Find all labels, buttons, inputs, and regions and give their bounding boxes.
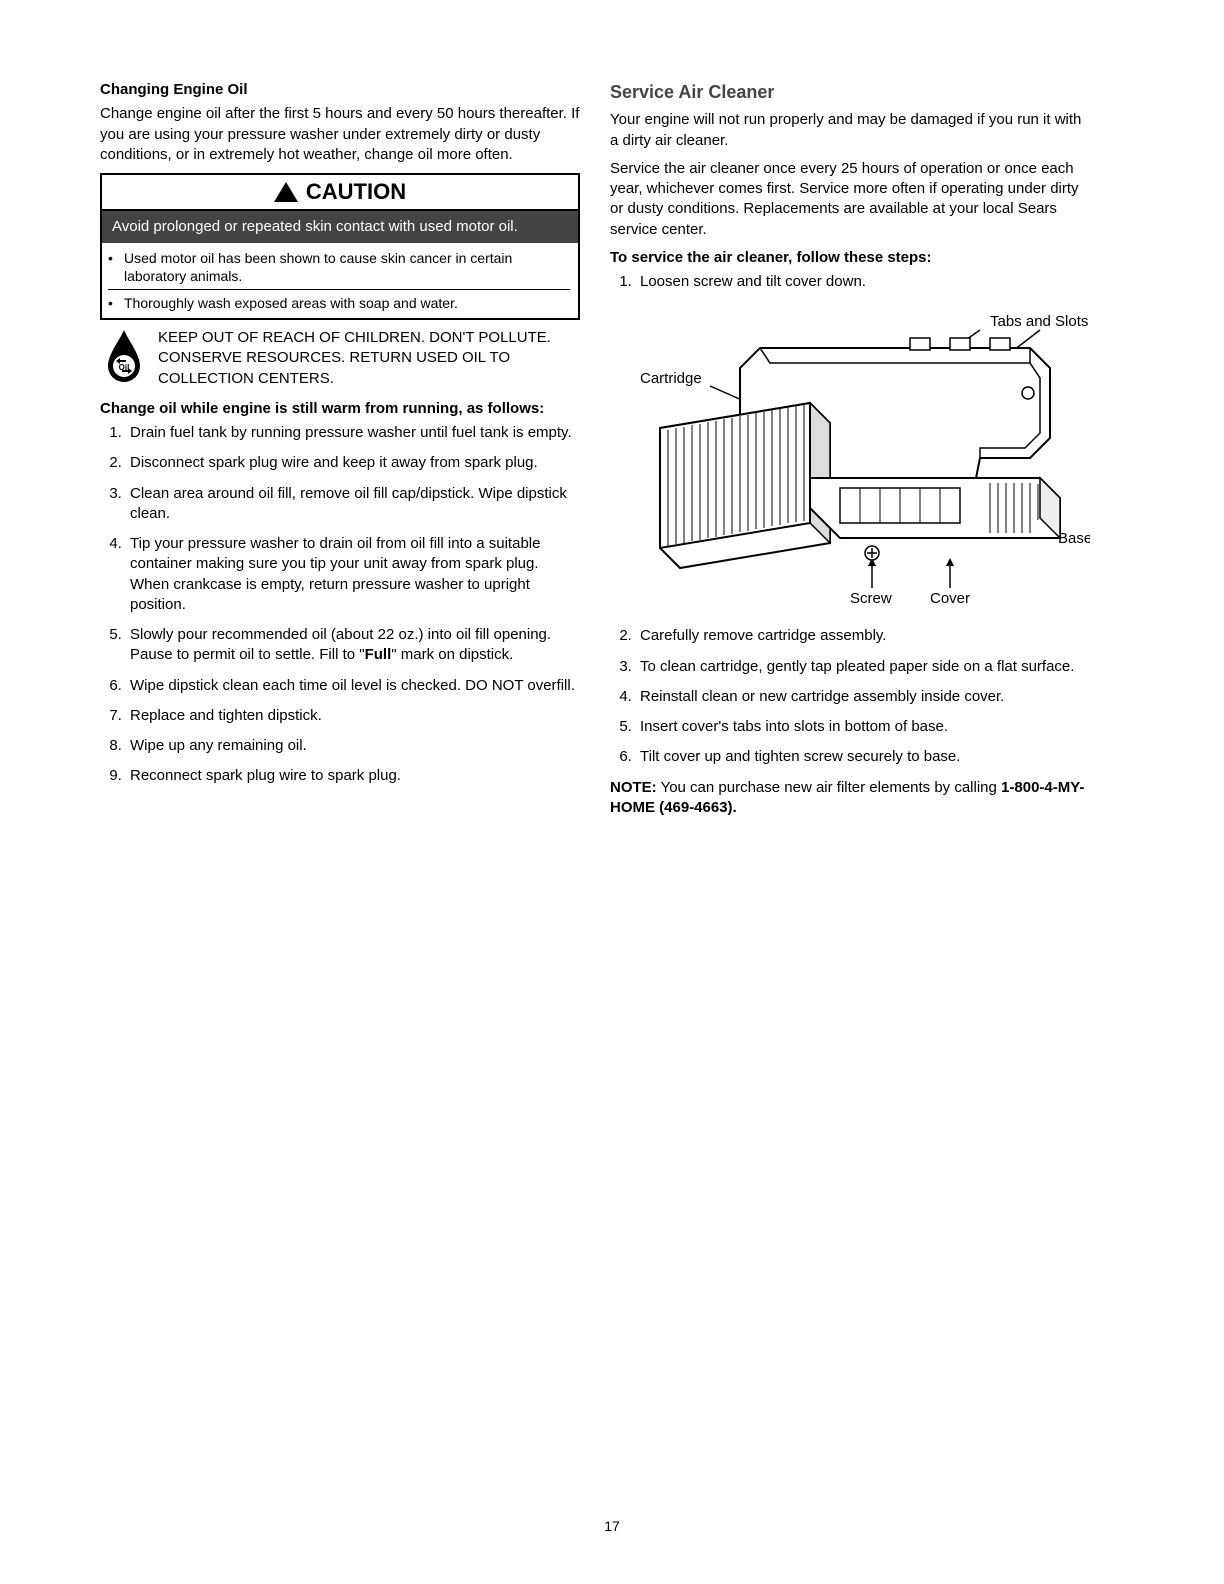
service-steps-heading: To service the air cleaner, follow these… bbox=[610, 248, 1090, 268]
caution-title: CAUTION bbox=[306, 179, 406, 205]
step: Insert cover's tabs into slots in bottom… bbox=[636, 717, 1090, 737]
page-number: 17 bbox=[0, 1518, 1224, 1534]
label-tabs: Tabs and Slots bbox=[990, 313, 1088, 330]
note: NOTE: You can purchase new air filter el… bbox=[610, 778, 1090, 819]
service-steps-part2: Carefully remove cartridge assembly. To … bbox=[610, 626, 1090, 767]
step: Wipe dipstick clean each time oil level … bbox=[126, 676, 580, 696]
label-cover: Cover bbox=[930, 590, 970, 607]
step: Loosen screw and tilt cover down. bbox=[636, 272, 1090, 292]
change-oil-heading: Change oil while engine is still warm fr… bbox=[100, 399, 580, 419]
bullet-icon: • bbox=[108, 249, 118, 285]
air-cleaner-diagram: Tabs and Slots Cartridge Base Screw Cove… bbox=[610, 308, 1090, 608]
note-label: NOTE: bbox=[610, 779, 657, 796]
caution-header: CAUTION bbox=[102, 175, 578, 211]
label-screw: Screw bbox=[850, 590, 892, 607]
step: Tip your pressure washer to drain oil fr… bbox=[126, 534, 580, 615]
bullet-text: Used motor oil has been shown to cause s… bbox=[124, 249, 570, 285]
label-base: Base bbox=[1058, 530, 1090, 547]
step: Tilt cover up and tighten screw securely… bbox=[636, 747, 1090, 767]
step: Slowly pour recommended oil (about 22 oz… bbox=[126, 625, 580, 666]
step: Reinstall clean or new cartridge assembl… bbox=[636, 687, 1090, 707]
label-cartridge: Cartridge bbox=[640, 370, 702, 387]
step: Wipe up any remaining oil. bbox=[126, 736, 580, 756]
right-intro-1: Your engine will not run properly and ma… bbox=[610, 110, 1090, 151]
caution-bullet: • Used motor oil has been shown to cause… bbox=[108, 247, 570, 287]
step: Drain fuel tank by running pressure wash… bbox=[126, 423, 580, 443]
bullet-text: Thoroughly wash exposed areas with soap … bbox=[124, 294, 458, 312]
service-steps-part1: Loosen screw and tilt cover down. bbox=[610, 272, 1090, 292]
recycle-notice: Oil KEEP OUT OF REACH OF CHILDREN. DON'T… bbox=[100, 328, 580, 389]
left-intro: Change engine oil after the first 5 hour… bbox=[100, 104, 580, 165]
oil-recycle-icon: Oil bbox=[100, 328, 148, 388]
right-intro-2: Service the air cleaner once every 25 ho… bbox=[610, 159, 1090, 240]
caution-box: CAUTION Avoid prolonged or repeated skin… bbox=[100, 173, 580, 320]
caution-bullets: • Used motor oil has been shown to cause… bbox=[102, 243, 578, 319]
manual-page: Changing Engine Oil Change engine oil af… bbox=[0, 0, 1224, 866]
right-column: Service Air Cleaner Your engine will not… bbox=[610, 80, 1090, 826]
left-column: Changing Engine Oil Change engine oil af… bbox=[100, 80, 580, 826]
step: Carefully remove cartridge assembly. bbox=[636, 626, 1090, 646]
change-oil-steps: Drain fuel tank by running pressure wash… bbox=[100, 423, 580, 787]
step: Disconnect spark plug wire and keep it a… bbox=[126, 453, 580, 473]
step: To clean cartridge, gently tap pleated p… bbox=[636, 657, 1090, 677]
left-heading: Changing Engine Oil bbox=[100, 80, 580, 100]
bullet-icon: • bbox=[108, 294, 118, 312]
recycle-text: KEEP OUT OF REACH OF CHILDREN. DON'T POL… bbox=[158, 328, 580, 389]
step: Clean area around oil fill, remove oil f… bbox=[126, 484, 580, 525]
warning-triangle-icon bbox=[274, 182, 298, 202]
step: Reconnect spark plug wire to spark plug. bbox=[126, 766, 580, 786]
right-heading: Service Air Cleaner bbox=[610, 80, 1090, 104]
note-text: You can purchase new air filter elements… bbox=[657, 779, 1001, 796]
caution-bullet: • Thoroughly wash exposed areas with soa… bbox=[108, 289, 570, 314]
caution-warning-text: Avoid prolonged or repeated skin contact… bbox=[102, 211, 578, 243]
step: Replace and tighten dipstick. bbox=[126, 706, 580, 726]
